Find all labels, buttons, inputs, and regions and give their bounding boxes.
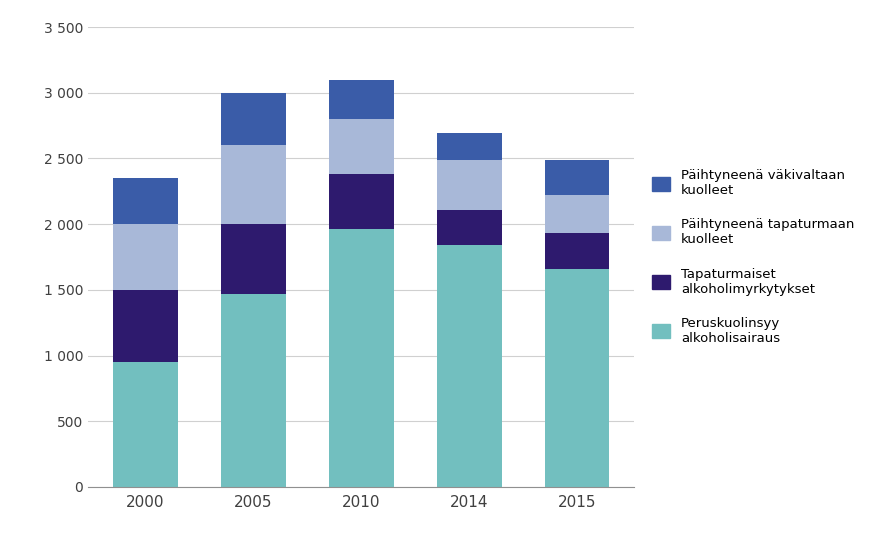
- Bar: [437, 245, 501, 487]
- Bar: [544, 160, 610, 195]
- Bar: [544, 195, 610, 233]
- Bar: [544, 269, 610, 487]
- Bar: [113, 224, 178, 290]
- Bar: [221, 294, 285, 487]
- Bar: [113, 362, 178, 487]
- Bar: [329, 80, 394, 119]
- Bar: [221, 146, 285, 224]
- Bar: [221, 93, 285, 146]
- Bar: [113, 178, 178, 224]
- Bar: [113, 290, 178, 362]
- Bar: [329, 119, 394, 174]
- Legend: Päihtyneenä väkivaltaan
kuolleet, Päihtyneenä tapaturmaan
kuolleet, Tapaturmaise: Päihtyneenä väkivaltaan kuolleet, Päihty…: [652, 169, 855, 345]
- Bar: [437, 160, 501, 210]
- Bar: [221, 224, 285, 294]
- Bar: [329, 174, 394, 229]
- Bar: [329, 229, 394, 487]
- Bar: [437, 134, 501, 160]
- Bar: [544, 233, 610, 269]
- Bar: [437, 210, 501, 245]
